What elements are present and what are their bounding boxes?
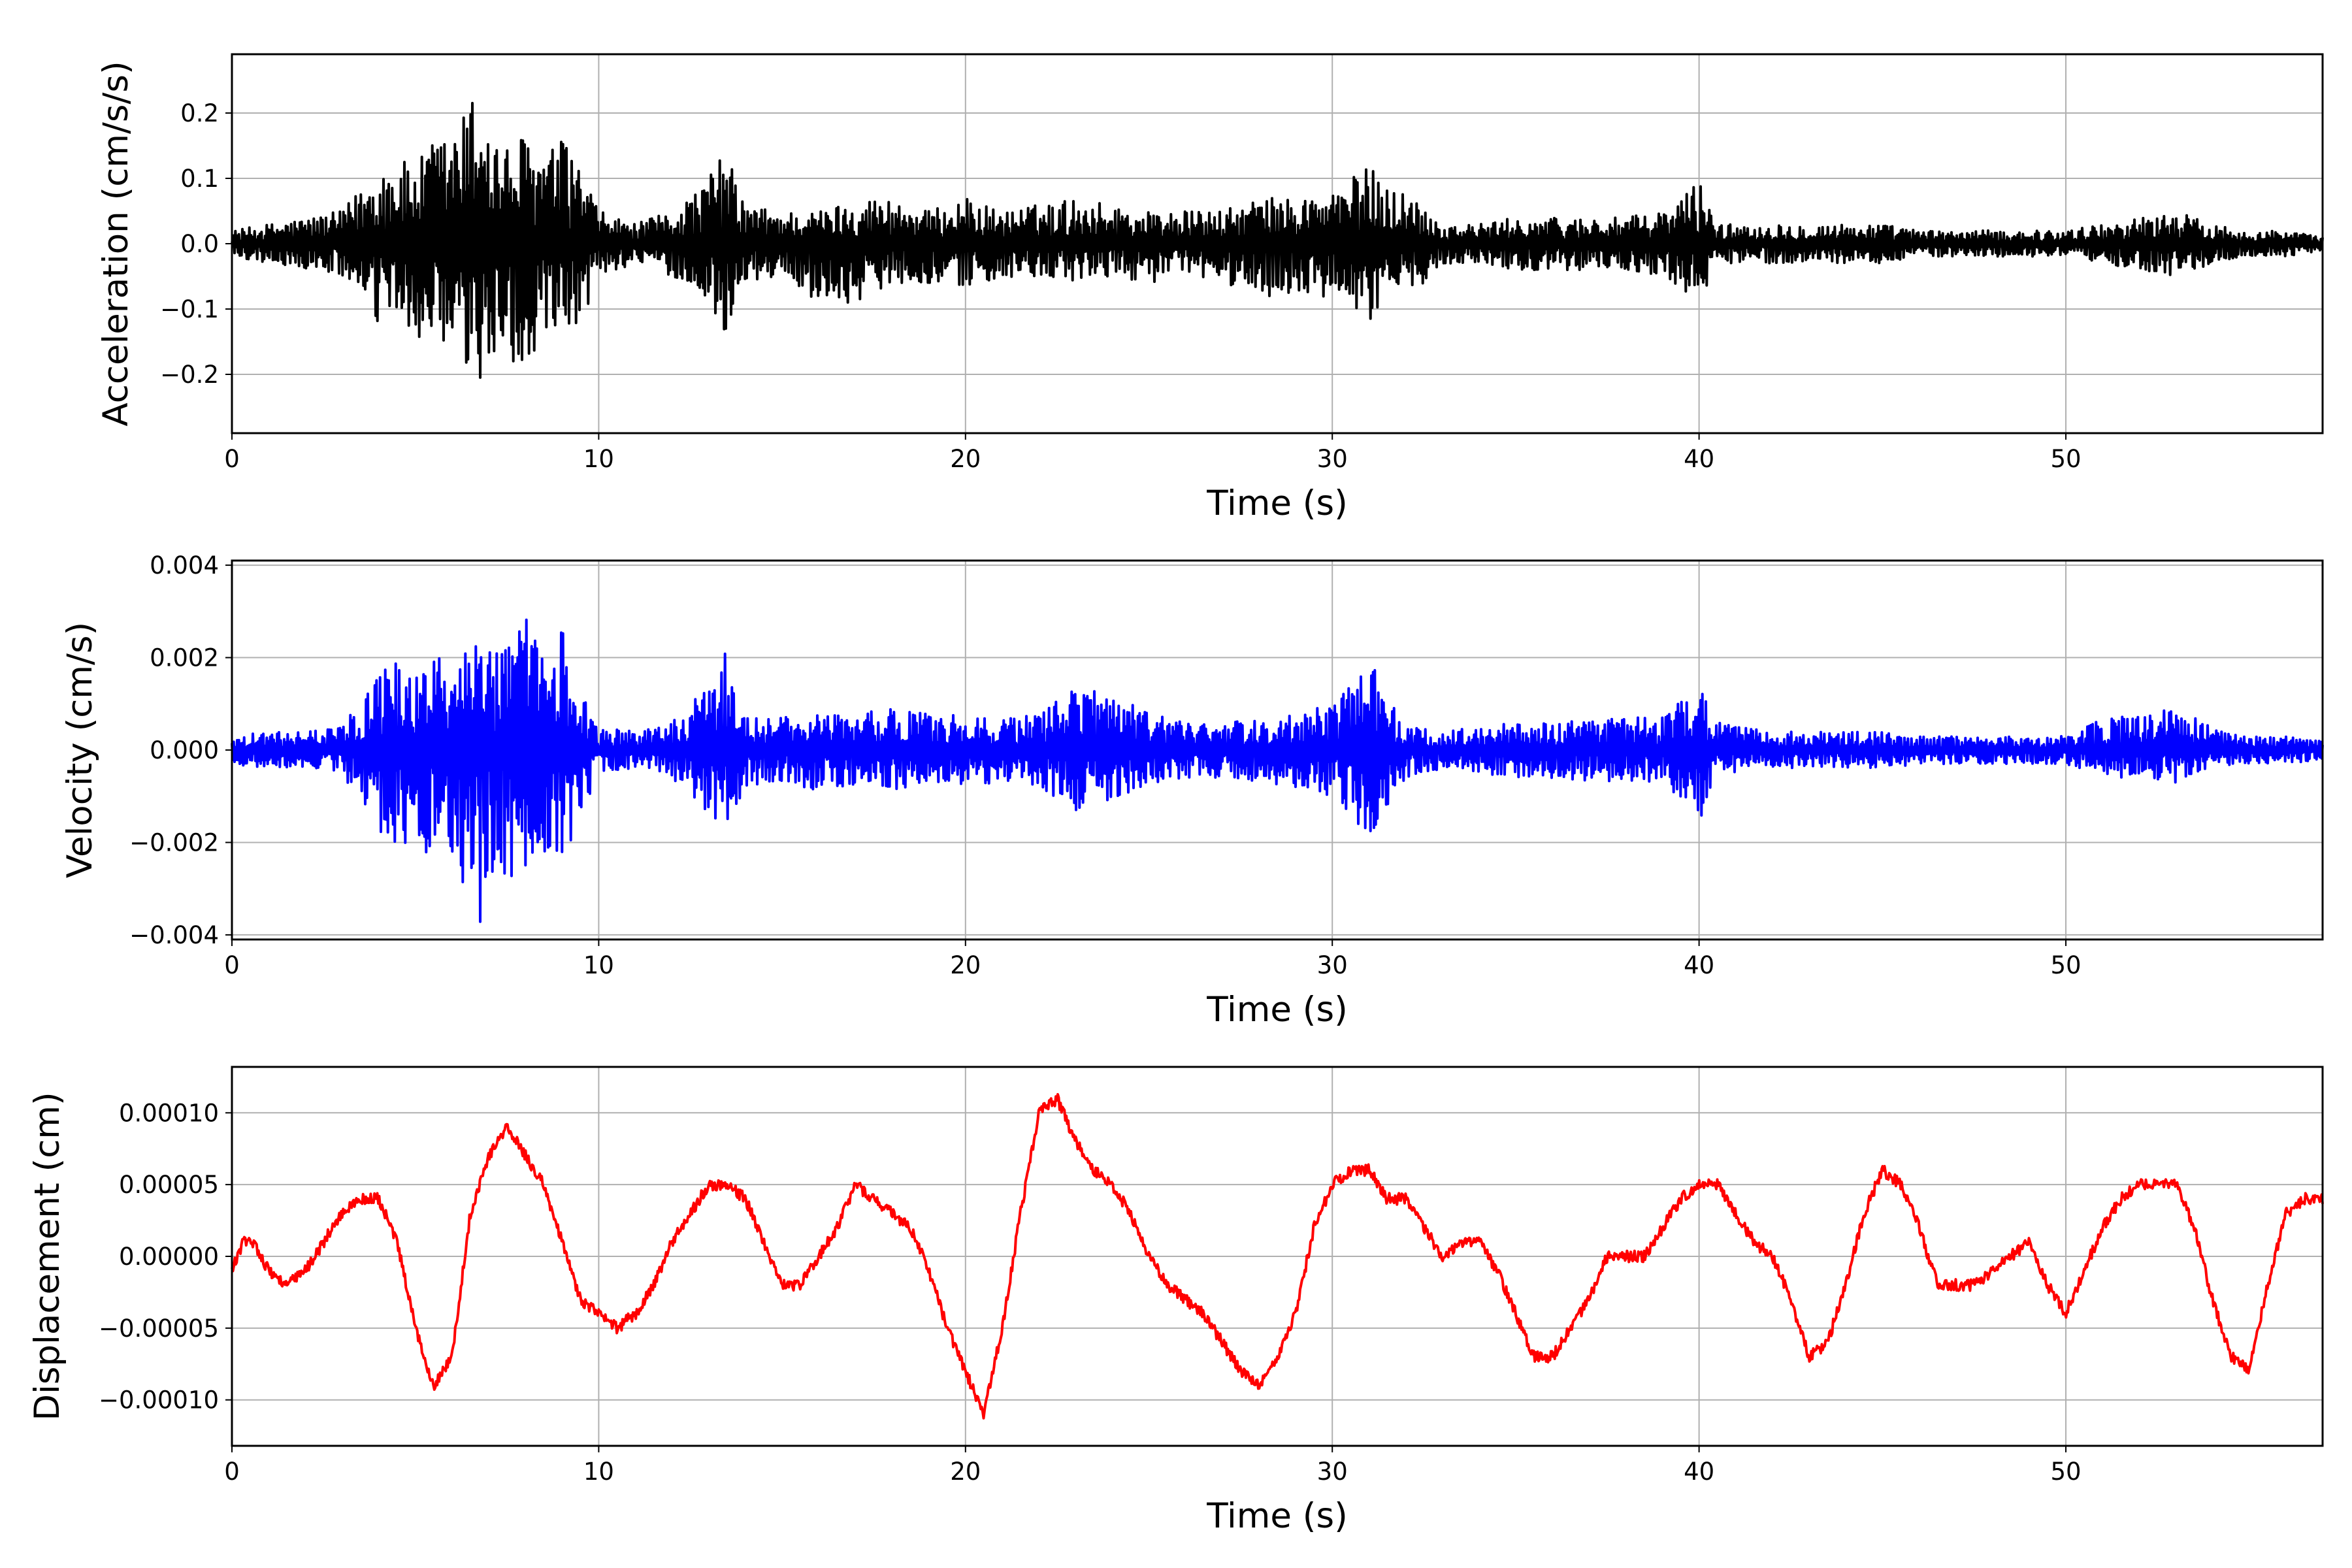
displacement-x-tick-label: 30 (1317, 1458, 1348, 1486)
displacement-x-tick-label: 20 (950, 1458, 981, 1486)
displacement-y-tick-label: 0.00005 (119, 1171, 219, 1199)
displacement-y-tick-label: −0.00010 (99, 1386, 219, 1414)
acceleration-y-tick-label: 0.0 (180, 230, 219, 258)
velocity-series-line (231, 618, 2324, 923)
displacement-y-tick-label: 0.00000 (119, 1243, 219, 1271)
velocity-y-tick-label: 0.000 (150, 736, 219, 764)
acceleration-x-tick-label: 30 (1317, 445, 1348, 473)
velocity-y-tick-label: 0.004 (150, 551, 219, 580)
velocity-y-axis-label: Velocity (cm/s) (60, 622, 100, 878)
velocity-x-tick-label: 20 (950, 951, 981, 979)
acceleration-y-tick-label: −0.1 (160, 295, 219, 323)
acceleration-y-tick-label: −0.2 (160, 361, 219, 389)
displacement-x-axis-label: Time (s) (1206, 1496, 1348, 1536)
acceleration-x-tick-label: 20 (950, 445, 981, 473)
velocity-x-axis-label: Time (s) (1206, 990, 1348, 1030)
velocity-x-tick-label: 0 (224, 951, 240, 979)
displacement-y-tick-label: −0.00005 (99, 1315, 219, 1343)
velocity-x-tick-label: 50 (2050, 951, 2081, 979)
acceleration-trace (231, 101, 2324, 379)
acceleration-series-line (231, 101, 2324, 379)
velocity-y-tick-label: −0.004 (129, 921, 219, 949)
acceleration-x-tick-label: 0 (224, 445, 240, 473)
displacement-x-tick-label: 50 (2050, 1458, 2081, 1486)
displacement-panel: 0 10 20 30 40 50 −0.00010 −0.00005 0.00000 0.0000… (27, 1066, 2324, 1536)
acceleration-x-tick-label: 50 (2050, 445, 2081, 473)
displacement-grid (231, 1067, 2323, 1446)
displacement-x-tick-label: 0 (224, 1458, 240, 1486)
displacement-y-axis-label: Displacement (cm) (27, 1092, 67, 1420)
displacement-trace (231, 1093, 2324, 1420)
acceleration-x-tick-label: 10 (583, 445, 614, 473)
velocity-y-tick-label: −0.002 (129, 828, 219, 857)
displacement-y-tick-label: 0.00010 (119, 1099, 219, 1127)
velocity-trace (231, 618, 2324, 923)
velocity-x-tick-label: 10 (583, 951, 614, 979)
acceleration-y-tick-label: 0.2 (180, 99, 219, 127)
displacement-ticks: 0 10 20 30 40 50 −0.00010 −0.00005 0.00000 0.0000… (99, 1099, 2082, 1486)
displacement-x-tick-label: 10 (583, 1458, 614, 1486)
displacement-series-line (231, 1093, 2324, 1420)
velocity-panel: 0 10 20 30 40 50 −0.004 −0.002 0.000 0.002 0.004 T… (60, 551, 2324, 1030)
acceleration-x-axis-label: Time (s) (1206, 483, 1348, 523)
velocity-ticks: 0 10 20 30 40 50 −0.004 −0.002 0.000 0.002 0.004 (129, 551, 2082, 979)
acceleration-y-axis-label: Acceleration (cm/s/s) (96, 61, 136, 426)
acceleration-x-tick-label: 40 (1684, 445, 1714, 473)
displacement-x-tick-label: 40 (1684, 1458, 1714, 1486)
velocity-y-tick-label: 0.002 (150, 644, 219, 672)
velocity-x-tick-label: 40 (1684, 951, 1714, 979)
velocity-x-tick-label: 30 (1317, 951, 1348, 979)
acceleration-panel: 0 10 20 30 40 50 −0.2 −0.1 0.0 0.1 0.2 Time (s) Ac… (96, 53, 2324, 523)
acceleration-ticks: 0 10 20 30 40 50 −0.2 −0.1 0.0 0.1 0.2 (160, 99, 2081, 473)
acceleration-y-tick-label: 0.1 (180, 165, 219, 193)
